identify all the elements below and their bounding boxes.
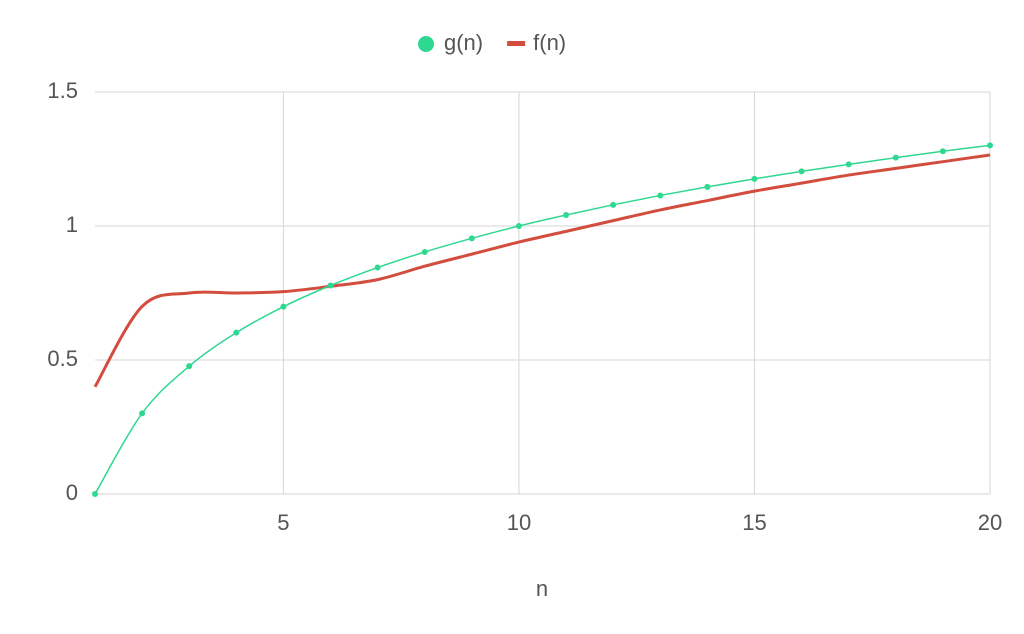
point <box>987 142 993 149</box>
line <box>93 153 991 388</box>
line <box>94 144 991 495</box>
point <box>798 168 805 175</box>
point <box>139 410 146 417</box>
legend-marker <box>507 41 526 46</box>
legend-label: f(n) <box>533 30 566 55</box>
point <box>704 183 711 190</box>
point <box>374 264 381 271</box>
point <box>610 201 617 208</box>
y-tick-label: 1 <box>66 212 78 237</box>
point <box>845 161 852 168</box>
point <box>233 329 240 336</box>
point <box>421 248 428 255</box>
y-tick-label: 1.5 <box>47 78 78 103</box>
point <box>280 303 287 310</box>
y-tick-label: 0 <box>66 480 78 505</box>
x-tick-label: 10 <box>507 510 531 535</box>
point <box>468 235 475 242</box>
point <box>186 363 193 370</box>
x-axis-label: n <box>536 576 548 601</box>
point <box>751 175 758 182</box>
legend-label: g(n) <box>444 30 483 55</box>
x-tick-label: 15 <box>742 510 766 535</box>
x-tick-label: 5 <box>277 510 289 535</box>
x-tick-label: 20 <box>978 510 1002 535</box>
point <box>563 212 570 219</box>
point <box>939 148 946 155</box>
y-tick-label: 0.5 <box>47 346 78 371</box>
point <box>515 223 522 229</box>
point <box>327 282 334 289</box>
point <box>92 491 98 497</box>
legend-marker <box>418 36 434 52</box>
point <box>892 154 899 161</box>
point <box>657 192 664 199</box>
